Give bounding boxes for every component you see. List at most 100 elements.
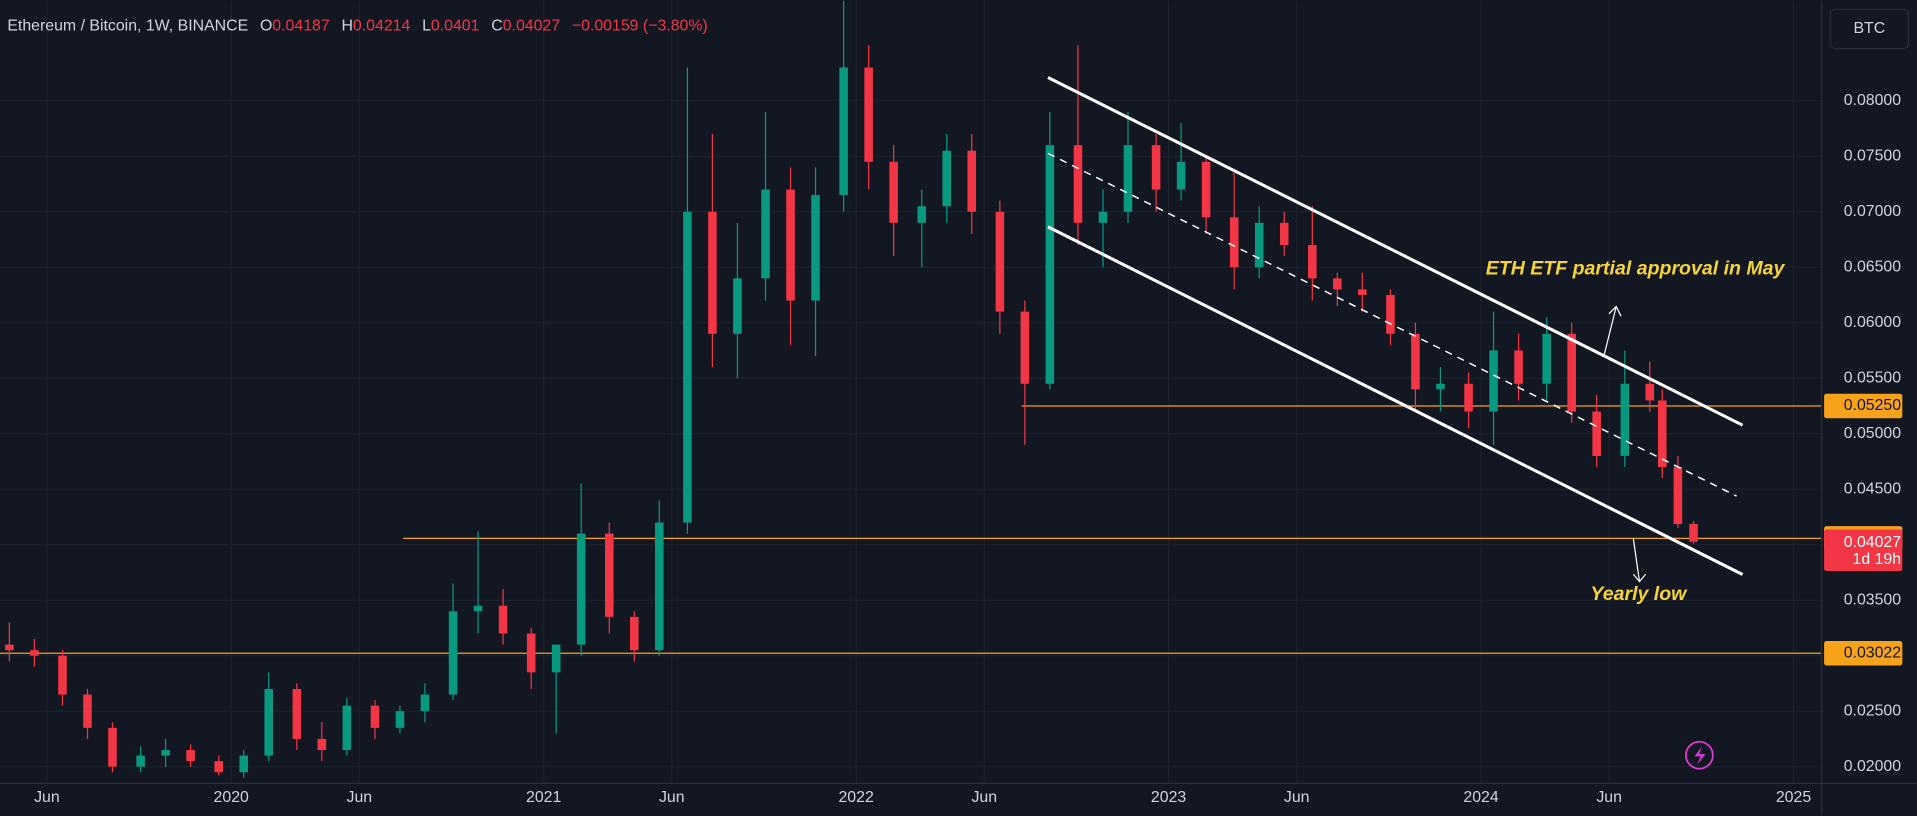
y-tick-label: 0.06000 [1844, 314, 1902, 331]
candle-body [1020, 311, 1030, 384]
ohlc-value: 0.04214 [353, 18, 411, 35]
trendline [1047, 225, 1744, 576]
candle-body [5, 644, 14, 651]
candle-body [786, 189, 795, 301]
x-tick-label: 2020 [214, 789, 249, 806]
candle-body [1333, 278, 1342, 290]
currency[interactable]: BTC [1853, 20, 1885, 37]
candle-body [1645, 383, 1655, 401]
legend: Ethereum / Bitcoin, 1W, BINANCE O0.04187… [7, 18, 707, 35]
candle-body [655, 522, 664, 651]
ohlc-value: 0.0401 [431, 18, 480, 35]
candle-body [1542, 333, 1551, 384]
ohlc-key: C [491, 18, 502, 35]
ohlc-key: H [341, 18, 352, 35]
y-tick-label: 0.07500 [1844, 147, 1902, 164]
candle-body [161, 750, 170, 756]
candle-body [292, 688, 302, 739]
candle-body [605, 533, 614, 617]
trendline [1047, 152, 1737, 497]
x-tick-label: 2025 [1776, 789, 1811, 806]
candle-body [917, 206, 927, 223]
candle-body [576, 533, 586, 645]
candle-body [683, 211, 692, 523]
y-tick-label: 0.05500 [1844, 369, 1902, 386]
candle-body [1658, 400, 1667, 468]
y-tick-label: 0.08000 [1844, 92, 1902, 109]
candle-body [1489, 350, 1498, 412]
candle-body [839, 67, 848, 196]
x-tick-label: Jun [1284, 789, 1310, 806]
candle-body [108, 727, 117, 767]
trendlines [1047, 76, 1744, 576]
y-tick-label: 0.02500 [1844, 702, 1902, 719]
candle-body [448, 611, 458, 695]
level-tag [1824, 393, 1903, 419]
ohlc-value: 0.04027 [503, 18, 561, 35]
lightning-icon [1694, 746, 1706, 765]
symbol: Ethereum / Bitcoin, 1W, BINANCE [7, 18, 248, 35]
candle-body [761, 189, 770, 279]
ohlc-key: O [260, 18, 272, 35]
candle-body [1151, 145, 1161, 190]
last-price-tag [1824, 529, 1903, 572]
y-tick-label: 0.07000 [1844, 203, 1902, 220]
candle-body [1436, 383, 1445, 390]
annotation: ETH ETF partial approval in May [1486, 258, 1786, 280]
x-tick-label: Jun [1596, 789, 1622, 806]
y-tick-label: 0.04500 [1844, 480, 1902, 497]
candle-body [1176, 161, 1186, 190]
ohlc-value: 0.04187 [272, 18, 330, 35]
candle-body [395, 711, 405, 728]
x-tick-label: 2021 [526, 789, 561, 806]
last-price-label: 0.04027 [1844, 534, 1902, 551]
candle-body [1689, 523, 1698, 542]
arrow-head [1632, 573, 1647, 583]
candle-body [967, 150, 977, 212]
lightning-button[interactable] [1685, 740, 1714, 770]
candle-body [1411, 333, 1420, 390]
candle-body [1620, 383, 1630, 456]
y-tick-label: 0.06500 [1844, 258, 1902, 275]
x-tick-label: Jun [347, 789, 373, 806]
candle-body [317, 738, 327, 751]
currency-button[interactable] [1829, 8, 1910, 50]
candle-body [1567, 333, 1576, 412]
candle-body [1358, 289, 1367, 295]
candle-body [526, 633, 536, 673]
arrow [1632, 538, 1641, 582]
candle-body [473, 605, 483, 612]
change: −0.00159 (−3.80%) [572, 18, 708, 35]
candle-body [1308, 245, 1317, 279]
candle-body [864, 67, 873, 162]
candle-body [630, 616, 639, 651]
candle-body [1073, 145, 1083, 223]
candle-body [1045, 145, 1055, 384]
level-label: 0.05250 [1844, 397, 1902, 414]
candle-body [58, 655, 67, 695]
candle-body [942, 150, 952, 207]
candle-body [30, 650, 39, 656]
candle-body [551, 644, 561, 673]
level-label: 0.03022 [1844, 644, 1902, 661]
candle-body [498, 605, 508, 634]
candle-body [889, 161, 898, 223]
annotations: ETH ETF partial approval in May Yearly lo… [1486, 258, 1786, 605]
candle-body [214, 761, 224, 773]
x-tick-label: 2022 [838, 789, 873, 806]
candle-body [1386, 294, 1395, 334]
candle-body [1123, 145, 1133, 212]
candle-body [136, 755, 145, 767]
trendline [1047, 76, 1744, 427]
x-tick-label: Jun [34, 789, 60, 806]
levels [0, 405, 1822, 654]
x-tick-label: 2023 [1151, 789, 1186, 806]
x-tick-label: 2024 [1463, 789, 1498, 806]
candle-body [420, 694, 430, 712]
y-tick-label: 0.03500 [1844, 591, 1902, 608]
candle-body [1279, 222, 1289, 246]
x-tick-label: Jun [971, 789, 997, 806]
ohlc-key: L [422, 18, 431, 35]
candle-body [83, 694, 92, 728]
candle-body [342, 705, 352, 751]
